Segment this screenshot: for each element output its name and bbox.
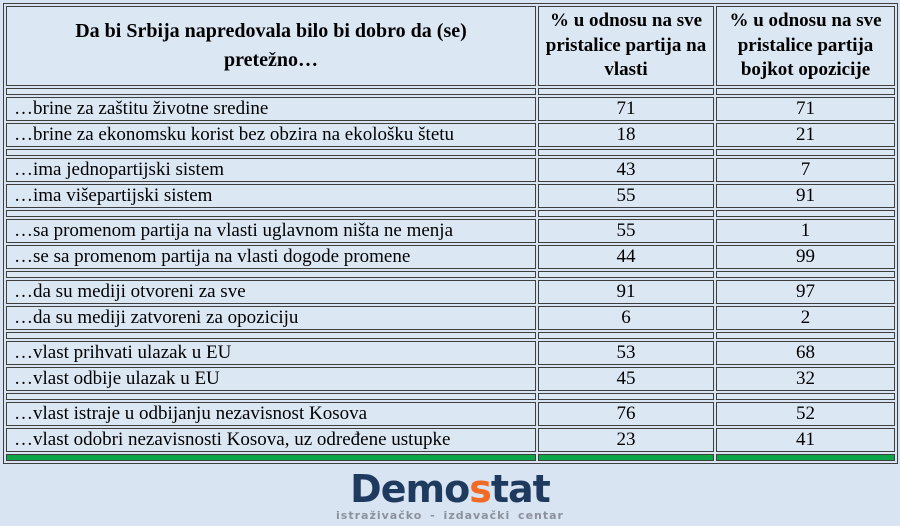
row-label: …da su mediji otvoreni za sve (6, 280, 536, 304)
row-value: 91 (716, 184, 895, 208)
row-label: …sa promenom partija na vlasti uglavnom … (6, 219, 536, 243)
spacer-cell (716, 149, 895, 156)
spacer-cell (716, 271, 895, 278)
demostat-logo-wordmark: Demostat (3, 470, 897, 508)
spacer-row (6, 271, 895, 278)
spacer-cell (6, 332, 536, 339)
table-row: …da su mediji otvoreni za sve 91 97 (6, 280, 895, 304)
row-value: 23 (538, 428, 714, 452)
row-value: 55 (538, 219, 714, 243)
spacer-cell (538, 88, 714, 95)
header-col-opozicija: % u odnosu na sve pristalice partija boj… (716, 6, 895, 86)
row-value: 99 (716, 245, 895, 269)
table-row: …sa promenom partija na vlasti uglavnom … (6, 219, 895, 243)
table-row: …ima jednopartijski sistem 43 7 (6, 158, 895, 182)
table-row: …brine za zaštitu životne sredine 71 71 (6, 97, 895, 121)
green-bar-cell (716, 454, 895, 461)
row-label: …ima jednopartijski sistem (6, 158, 536, 182)
spacer-row (6, 210, 895, 217)
row-value: 2 (716, 306, 895, 330)
table-row: …vlast prihvati ulazak u EU 53 68 (6, 341, 895, 365)
spacer-cell (716, 332, 895, 339)
spacer-cell (538, 332, 714, 339)
green-bar-cell (6, 454, 536, 461)
logo-part-s: s (469, 467, 492, 511)
green-bar-cell (538, 454, 714, 461)
table-row: …vlast odobri nezavisnosti Kosova, uz od… (6, 428, 895, 452)
green-bar-row (6, 454, 895, 461)
spacer-cell (6, 271, 536, 278)
row-label: …se sa promenom partija na vlasti dogode… (6, 245, 536, 269)
logo-part-tat: tat (490, 467, 551, 511)
row-label: …brine za zaštitu životne sredine (6, 97, 536, 121)
header-col-vlast: % u odnosu na sve pristalice partija na … (538, 6, 714, 86)
spacer-cell (6, 393, 536, 400)
row-label: …vlast prihvati ulazak u EU (6, 341, 536, 365)
spacer-row (6, 393, 895, 400)
table-row: …se sa promenom partija na vlasti dogode… (6, 245, 895, 269)
spacer-row (6, 88, 895, 95)
row-value: 53 (538, 341, 714, 365)
spacer-cell (716, 393, 895, 400)
spacer-cell (538, 149, 714, 156)
row-label: …brine za ekonomsku korist bez obzira na… (6, 123, 536, 147)
row-value: 97 (716, 280, 895, 304)
row-value: 7 (716, 158, 895, 182)
row-value: 55 (538, 184, 714, 208)
row-value: 18 (538, 123, 714, 147)
row-value: 1 (716, 219, 895, 243)
row-value: 41 (716, 428, 895, 452)
row-value: 32 (716, 367, 895, 391)
row-label: …da su mediji zatvoreni za opoziciju (6, 306, 536, 330)
row-value: 71 (716, 97, 895, 121)
row-value: 21 (716, 123, 895, 147)
row-value: 44 (538, 245, 714, 269)
spacer-cell (6, 88, 536, 95)
spacer-cell (538, 271, 714, 278)
header-question: Da bi Srbija napredovala bilo bi dobro d… (6, 6, 536, 86)
spacer-row (6, 149, 895, 156)
table-row: …ima višepartijski sistem 55 91 (6, 184, 895, 208)
logo-part-demo: Demo (350, 467, 470, 511)
row-value: 52 (716, 402, 895, 426)
row-label: …vlast istraje u odbijanju nezavisnost K… (6, 402, 536, 426)
row-label: …vlast odbije ulazak u EU (6, 367, 536, 391)
spacer-cell (538, 210, 714, 217)
row-value: 91 (538, 280, 714, 304)
spacer-cell (538, 393, 714, 400)
row-value: 45 (538, 367, 714, 391)
spacer-cell (6, 210, 536, 217)
survey-table: Da bi Srbija napredovala bilo bi dobro d… (3, 3, 898, 464)
row-value: 68 (716, 341, 895, 365)
table-row: …da su mediji zatvoreni za opoziciju 6 2 (6, 306, 895, 330)
row-value: 71 (538, 97, 714, 121)
demostat-logo: Demostat istraživačko - izdavački centar (3, 470, 897, 522)
spacer-cell (6, 149, 536, 156)
table-row: …vlast istraje u odbijanju nezavisnost K… (6, 402, 895, 426)
header-row: Da bi Srbija napredovala bilo bi dobro d… (6, 6, 895, 86)
spacer-cell (716, 88, 895, 95)
table-row: …brine za ekonomsku korist bez obzira na… (6, 123, 895, 147)
row-label: …vlast odobri nezavisnosti Kosova, uz od… (6, 428, 536, 452)
row-label: …ima višepartijski sistem (6, 184, 536, 208)
row-value: 6 (538, 306, 714, 330)
row-value: 43 (538, 158, 714, 182)
demostat-logo-subtitle: istraživačko - izdavački centar (336, 509, 564, 522)
spacer-cell (716, 210, 895, 217)
table-row: …vlast odbije ulazak u EU 45 32 (6, 367, 895, 391)
row-value: 76 (538, 402, 714, 426)
spacer-row (6, 332, 895, 339)
